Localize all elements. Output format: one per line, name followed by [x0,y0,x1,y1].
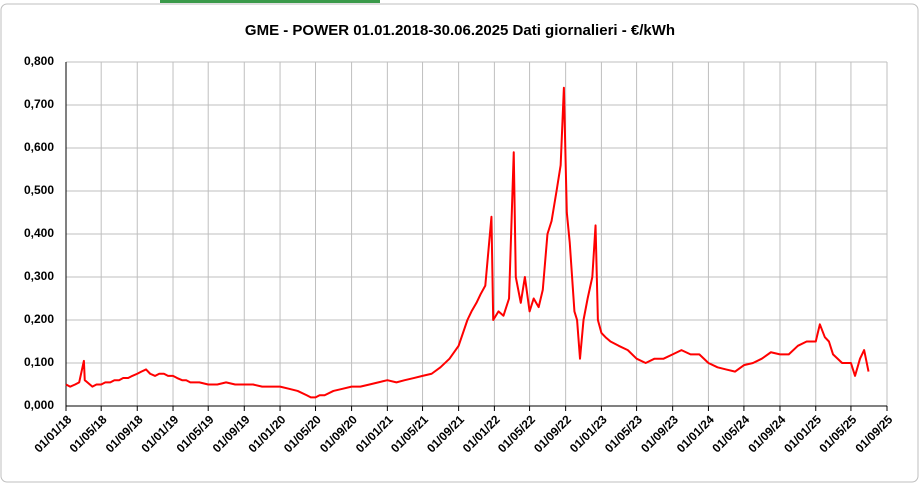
y-tick-label: 0,600 [24,140,54,154]
y-tick-label: 0,200 [24,312,54,326]
chart-title: GME - POWER 01.01.2018-30.06.2025 Dati g… [245,22,675,39]
y-tick-label: 0,500 [24,183,54,197]
y-tick-label: 0,300 [24,269,54,283]
y-tick-label: 0,000 [24,398,54,412]
y-tick-label: 0,100 [24,355,54,369]
data-line [65,86,870,399]
y-tick-label: 0,800 [24,54,54,68]
y-tick-label: 0,700 [24,97,54,111]
y-tick-label: 0,400 [24,226,54,240]
